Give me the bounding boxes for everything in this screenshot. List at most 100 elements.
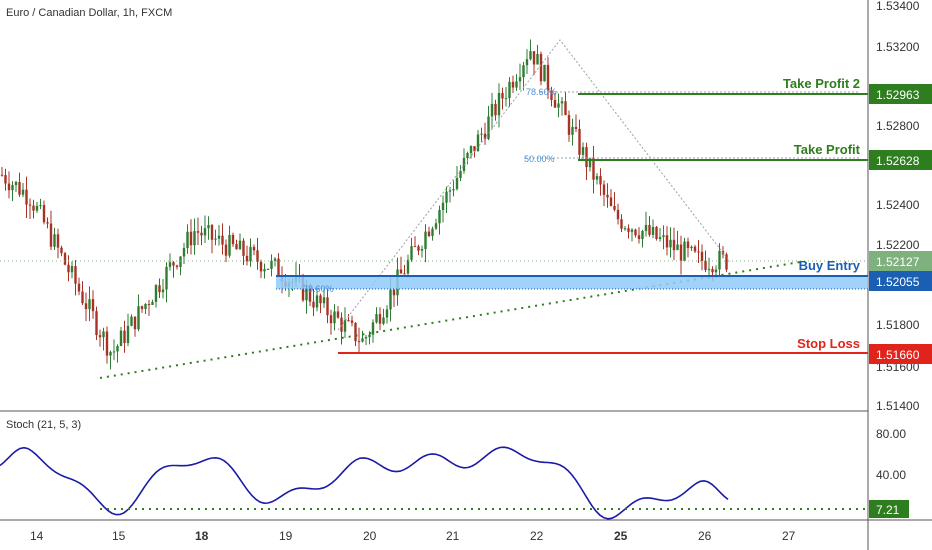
- buy-entry-label: Buy Entry: [799, 258, 861, 273]
- candle-body: [413, 246, 417, 248]
- fib-786-top-label: 78.60%: [526, 87, 557, 97]
- harmonic-pattern: 78.60% 50.00%: [337, 39, 860, 331]
- candle-body: [249, 246, 252, 262]
- candle-body: [438, 210, 441, 224]
- candle-body: [266, 268, 270, 270]
- candle-body: [620, 219, 623, 229]
- candle-body: [382, 317, 385, 324]
- candle-body: [25, 189, 28, 205]
- candle-body: [595, 176, 599, 180]
- candle-body: [497, 92, 501, 116]
- candle-body: [158, 285, 161, 293]
- oscillator-tick: 80.00: [876, 427, 906, 441]
- candle-body: [529, 51, 532, 60]
- candle-body: [53, 234, 56, 247]
- candle-body: [67, 264, 70, 273]
- take-profit-2-label: Take Profit 2: [783, 76, 860, 91]
- candle-body: [217, 235, 221, 239]
- candle-body: [455, 178, 459, 190]
- candle-body: [175, 265, 179, 267]
- candle-body: [655, 226, 658, 239]
- candle-body: [200, 232, 203, 236]
- candle-body: [11, 185, 14, 191]
- stochastic-value-badge: [869, 500, 909, 518]
- candle-body: [686, 241, 690, 249]
- candle-body: [270, 260, 273, 269]
- time-label: 20: [363, 529, 377, 543]
- candle-body: [550, 90, 553, 100]
- candle-body: [676, 244, 679, 251]
- candle-body: [693, 246, 697, 252]
- candle-body: [252, 246, 256, 251]
- candle-body: [487, 116, 490, 139]
- candle-body: [256, 250, 259, 262]
- price-tick: 1.52400: [876, 198, 920, 212]
- candle-body: [508, 81, 511, 99]
- candle-body: [329, 315, 333, 324]
- candle-body: [368, 334, 371, 338]
- candle-body: [494, 103, 497, 116]
- candle-body: [357, 341, 361, 343]
- candle-body: [616, 209, 620, 220]
- candle-body: [690, 246, 693, 249]
- candle-body: [707, 269, 711, 271]
- buy-entry-price: 1.52055: [876, 275, 920, 289]
- candle-body: [665, 235, 669, 248]
- price-tick: 1.52800: [876, 119, 920, 133]
- candle-body: [441, 202, 445, 211]
- candle-body: [424, 231, 427, 250]
- candle-body: [644, 224, 648, 231]
- candle-body: [634, 229, 637, 236]
- candle-body: [504, 98, 508, 100]
- time-label: 21: [446, 529, 460, 543]
- candle-body: [7, 183, 11, 191]
- candle-body: [263, 269, 266, 272]
- candle-body: [245, 255, 249, 262]
- stop-loss-price: 1.51660: [876, 348, 920, 362]
- candle-body: [343, 320, 347, 332]
- candle-body: [560, 101, 564, 104]
- oscillator-title: Stoch (21, 5, 3): [6, 419, 81, 431]
- time-label: 18: [195, 529, 209, 543]
- candle-body: [536, 53, 539, 65]
- candle-body: [147, 303, 151, 305]
- candle-body: [193, 231, 196, 246]
- candle-body: [630, 229, 634, 232]
- candle-body: [445, 191, 448, 203]
- candle-body: [322, 297, 326, 304]
- candle-body: [179, 256, 182, 267]
- candle-body: [203, 228, 207, 236]
- time-label: 19: [279, 529, 293, 543]
- candle-body: [165, 266, 168, 290]
- candle-body: [725, 254, 728, 270]
- candle-body: [46, 222, 49, 224]
- candle-body: [350, 320, 354, 323]
- candle-body: [112, 351, 116, 353]
- chart-title: Euro / Canadian Dollar, 1h, FXCM: [6, 7, 172, 19]
- candle-body: [651, 226, 655, 235]
- candle-body: [525, 59, 529, 66]
- candle-body: [21, 189, 25, 195]
- candle-body: [308, 288, 312, 302]
- candle-body: [406, 259, 410, 274]
- candle-body: [613, 205, 616, 210]
- candle-body: [543, 64, 546, 82]
- candle-body: [627, 228, 630, 232]
- pattern-outline: [337, 39, 731, 331]
- candle-body: [98, 335, 102, 338]
- candle-body: [63, 253, 67, 265]
- candle-body: [567, 115, 571, 135]
- candle-body: [448, 190, 452, 192]
- candle-body: [221, 235, 224, 245]
- current-price-badge: [869, 251, 932, 271]
- candle-body: [480, 133, 483, 135]
- candle-body: [126, 325, 130, 344]
- candle-body: [501, 92, 504, 99]
- candle-body: [539, 53, 543, 82]
- candle-body: [662, 235, 665, 238]
- price-tick: 1.52200: [876, 238, 920, 252]
- candle-body: [105, 331, 109, 356]
- candle-body: [641, 230, 644, 240]
- take-profit-2-badge: [869, 84, 932, 104]
- candle-body: [161, 289, 165, 293]
